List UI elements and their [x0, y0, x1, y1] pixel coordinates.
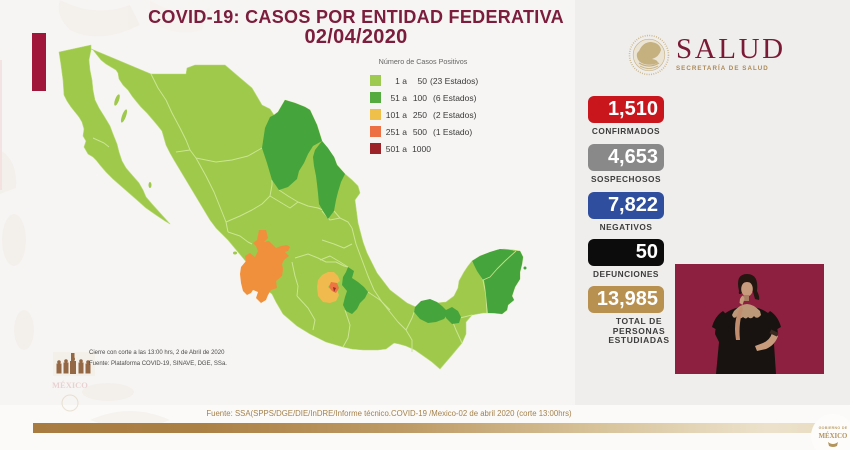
- svg-text:MÉXICO: MÉXICO: [819, 432, 848, 440]
- svg-text:MÉXICO: MÉXICO: [52, 380, 88, 390]
- svg-text:GOBIERNO DE: GOBIERNO DE: [819, 426, 848, 430]
